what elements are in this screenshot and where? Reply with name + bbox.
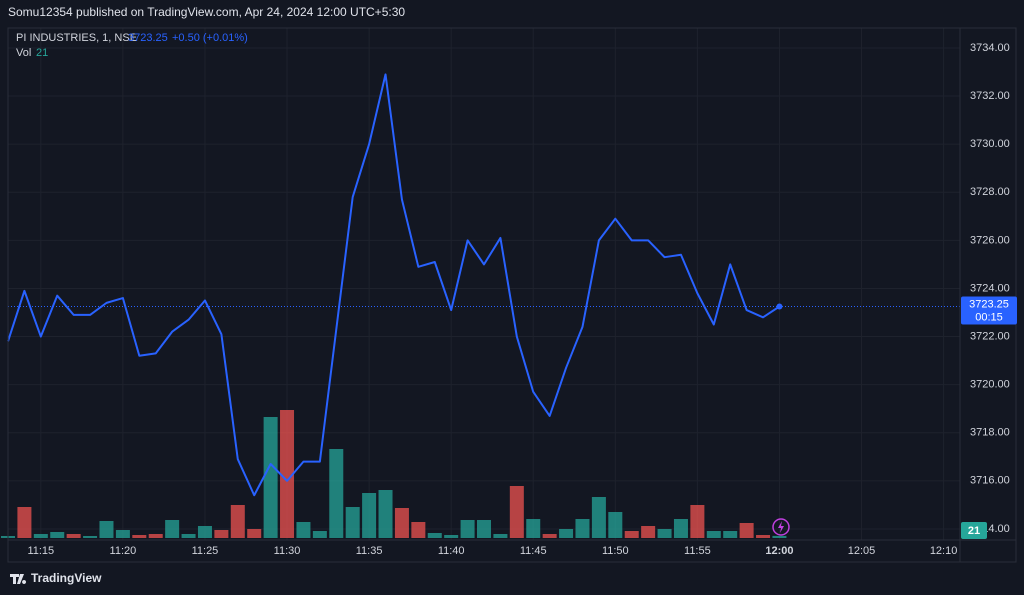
volume-bar xyxy=(329,449,344,538)
y-tick-label: 3720.00 xyxy=(970,379,1010,391)
last-point xyxy=(776,303,783,310)
legend-change: +0.50 (+0.01%) xyxy=(172,32,248,44)
volume-bar xyxy=(739,523,754,538)
volume-bar xyxy=(280,410,295,538)
volume-bar xyxy=(394,508,409,538)
x-tick-label: 12:00 xyxy=(765,545,793,557)
volume-bar xyxy=(263,417,278,538)
volume-bar xyxy=(214,530,229,538)
volume-bar xyxy=(17,507,32,538)
volume-bar xyxy=(247,529,262,538)
volume-bar xyxy=(165,520,180,538)
price-tag xyxy=(961,296,1017,325)
volume-bar xyxy=(33,534,48,538)
volume-bar xyxy=(657,529,672,538)
volume-bar xyxy=(197,526,212,538)
volume-bar xyxy=(509,486,524,538)
y-tick-label: 3722.00 xyxy=(970,330,1010,342)
volume-bar xyxy=(608,512,623,538)
y-tick-label: 3728.00 xyxy=(970,186,1010,198)
x-tick-label: 11:35 xyxy=(356,545,383,557)
volume-bar xyxy=(378,490,393,538)
volume-bar xyxy=(66,534,81,538)
y-tick-label: 3730.00 xyxy=(970,138,1010,150)
volume-bar xyxy=(181,534,196,538)
volume-bar xyxy=(641,526,656,538)
brand: TradingView xyxy=(31,571,102,585)
volume-bar xyxy=(756,535,771,538)
price-line xyxy=(7,73,780,497)
volume-bar xyxy=(296,522,311,538)
x-tick-label: 11:50 xyxy=(602,545,629,557)
volume-bar xyxy=(624,531,639,538)
y-tick-label: 3734.00 xyxy=(970,42,1010,54)
publisher: Somu12354 published on TradingView.com, … xyxy=(8,5,405,19)
volume-bar xyxy=(772,535,787,538)
volume-bar xyxy=(591,497,606,538)
volume-bar xyxy=(345,507,360,538)
x-tick-label: 12:10 xyxy=(930,545,958,557)
volume-bar xyxy=(362,493,377,538)
x-tick-label: 12:05 xyxy=(848,545,876,557)
price-tag-countdown: 00:15 xyxy=(975,311,1003,323)
volume-bar xyxy=(526,519,541,538)
x-tick-label: 11:30 xyxy=(274,545,301,557)
y-tick-label: 3726.00 xyxy=(970,234,1010,246)
volume-bar xyxy=(50,532,65,538)
y-tick-label: 3718.00 xyxy=(970,427,1010,439)
volume-bar xyxy=(132,535,147,538)
volume-bar xyxy=(673,519,688,538)
volume-bar xyxy=(575,519,590,538)
volume-bar xyxy=(723,531,738,538)
volume-bar xyxy=(477,520,491,538)
volume-bar xyxy=(542,534,557,538)
price-tag-price: 3723.25 xyxy=(969,298,1009,310)
volume-tag xyxy=(961,522,987,539)
alert-icon[interactable] xyxy=(772,518,790,536)
volume-bar xyxy=(312,531,327,538)
volume-bar xyxy=(148,534,163,538)
volume-bar xyxy=(460,520,475,538)
x-tick-label: 11:25 xyxy=(192,545,219,557)
volume-bar xyxy=(99,521,114,538)
y-tick-label: 3724.00 xyxy=(970,282,1010,294)
volume-bar xyxy=(559,529,574,538)
volume-bar xyxy=(690,505,705,538)
volume-bar xyxy=(706,531,721,538)
logo xyxy=(10,574,27,584)
volume-bar xyxy=(444,535,459,538)
volume-tag-value: 21 xyxy=(968,525,980,537)
x-tick-label: 11:45 xyxy=(520,545,547,557)
volume-bar xyxy=(493,534,508,538)
legend-vol-label: Vol xyxy=(16,47,31,59)
y-tick-label: 3716.00 xyxy=(970,475,1010,487)
volume-bar xyxy=(83,536,98,538)
y-tick-label: 3732.00 xyxy=(970,90,1010,102)
volume-bar xyxy=(230,505,245,538)
legend-vol-value: 21 xyxy=(36,47,48,59)
alert-bolt xyxy=(778,521,784,533)
x-tick-label: 11:15 xyxy=(27,545,54,557)
volume-bar xyxy=(411,522,426,538)
x-tick-label: 11:40 xyxy=(438,545,465,557)
legend-symbol: PI INDUSTRIES, 1, NSE xyxy=(16,32,137,44)
volume-bar xyxy=(427,533,442,538)
volume-bar xyxy=(115,530,130,538)
frame xyxy=(7,27,1017,563)
legend-price: 3723.25 xyxy=(128,32,168,44)
x-tick-label: 11:20 xyxy=(110,545,137,557)
x-tick-label: 11:55 xyxy=(684,545,711,557)
